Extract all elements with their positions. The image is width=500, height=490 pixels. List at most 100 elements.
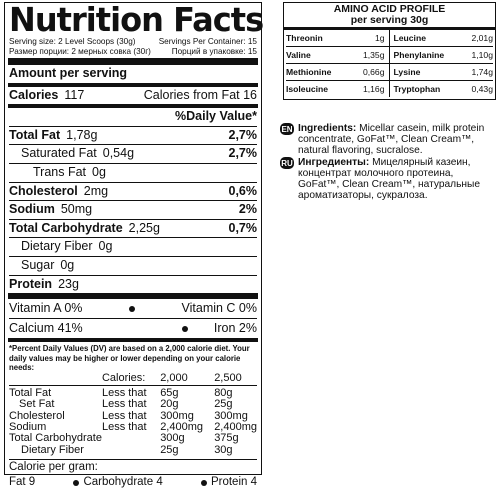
protein-label: Protein	[9, 276, 53, 291]
dv-table-cell: Dietary Fiber	[21, 443, 84, 456]
amino-acid-value: 0,43g	[471, 84, 493, 94]
nutrient-row: Dietary Fiber 0g	[9, 237, 257, 256]
amino-acid-cell: Tryptophan 0,43g	[390, 81, 494, 97]
dv-table-cell: 375g	[214, 432, 239, 445]
nutrient-value: 0g	[60, 257, 75, 272]
nutrient-row: Total Carbohydrate 2,25g 0,7%	[9, 218, 258, 238]
ingredients-en-label: Ingredients:	[298, 123, 357, 134]
dv-table-header: Calories: 2,000 2,500	[9, 373, 257, 386]
vitamin-a: Vitamin A 0%	[9, 301, 83, 316]
dv-table-cell: 300g	[160, 432, 185, 445]
dv-table-cell: Set Fat	[19, 398, 55, 411]
amino-acid-name: Leucine	[393, 33, 426, 43]
table-row: Cholesterol Less that 300mg 300mg	[9, 409, 257, 422]
nutrient-label: Cholesterol	[9, 183, 78, 198]
nutrient-daily-value: 0,7%	[228, 220, 258, 235]
nutrient-label: Saturated Fat	[21, 146, 97, 161]
ingredients-en-text: Micellar casein, milk protein concentrat…	[298, 123, 485, 156]
nutrient-value: 50mg	[60, 202, 93, 217]
protein-per-gram: Protein 4	[210, 476, 257, 489]
bullet-icon	[200, 479, 207, 486]
calories-value: 117	[64, 87, 85, 102]
amino-acid-value: 0,66g	[362, 67, 385, 77]
nutrient-row: Sugar 0g	[9, 255, 257, 275]
calorie-per-gram-items: Fat 9 Carbohydrate 4 Protein 4	[9, 475, 257, 490]
daily-value-footnote: *Percent Daily Values (DV) are based on …	[9, 344, 250, 372]
divider-mid	[8, 82, 258, 87]
nutrient-value: 0,54g	[102, 146, 135, 161]
divider-mid	[8, 338, 258, 343]
dv-table-cell: 25g	[214, 398, 233, 411]
vitamin-row-1: Vitamin A 0% Vitamin C 0%	[9, 299, 257, 318]
amino-acid-name: Valine	[286, 50, 311, 60]
dv-table-cell: 300mg	[160, 409, 194, 422]
nutrient-label: Total Carbohydrate	[9, 220, 123, 235]
serving-info-en: Serving size: 2 Level Scoops (30g) Servi…	[9, 37, 257, 47]
nutrient-label: Dietary Fiber	[21, 239, 93, 254]
dv-table-cell: 20g	[160, 398, 179, 411]
nutrient-value: 2,25g	[128, 220, 160, 235]
nutrient-daily-value: 2,7%	[228, 127, 258, 142]
daily-value-table: Calories: 2,000 2,500 Total Fat Less that 65g…	[9, 373, 257, 456]
amount-per-serving-label: Amount per serving	[9, 66, 128, 80]
dv-table-cell: Total Fat	[9, 386, 52, 399]
nutrient-rows: Total Fat 1,78g 2,7% Saturated Fat 0,54g 2,7%…	[9, 125, 258, 275]
amino-acid-value: 1,10g	[471, 50, 493, 60]
nutrient-label: Total Fat	[9, 127, 61, 142]
amino-acid-name: Tryptophan	[393, 84, 441, 94]
amino-acid-value: 1,16g	[362, 84, 385, 94]
amino-acid-value: 1,74g	[471, 67, 493, 77]
dv-table-cell: 80g	[214, 386, 233, 399]
amino-acid-value: 2,01g	[471, 33, 493, 43]
vitamin-row-2: Calcium 41% Iron 2%	[9, 318, 257, 338]
amino-acid-name: Threonin	[286, 33, 323, 43]
nutrient-daily-value: 2%	[238, 202, 257, 217]
fat-per-gram: Fat 9	[9, 476, 36, 489]
dv-table-cell: 25g	[160, 443, 179, 456]
dv-table-cell: 30g	[214, 443, 233, 456]
amino-acid-name: Phenylanine	[393, 50, 445, 60]
nutrient-value: 0g	[98, 239, 113, 254]
nutrient-row: Cholesterol 2mg 0,6%	[9, 181, 257, 201]
divider-mid	[8, 104, 258, 109]
nutrient-value: 1,78g	[66, 127, 98, 142]
lang-badge-ru: RU	[280, 157, 294, 169]
amount-per-serving: Amount per serving	[9, 65, 257, 83]
servings-ru: Порций в упаковке: 15	[171, 47, 257, 56]
nutrient-row: Saturated Fat 0,54g 2,7%	[9, 144, 257, 163]
nutrient-value: 0g	[92, 164, 106, 179]
dv-table-header-cell: Calories:	[101, 373, 161, 386]
ingredients-ru-label: Ингредиенты:	[298, 157, 370, 168]
nutrient-label: Trans Fat	[33, 164, 87, 179]
table-row: Total Carbohydrate 300g 375g	[9, 432, 257, 445]
ingredients-ru: RU Ингредиенты: Мицелярный казеин, конце…	[280, 157, 496, 201]
dv-table-header-cell: 2,000	[160, 373, 215, 386]
divider-thick	[8, 293, 258, 300]
amino-acid-name: Methionine	[286, 67, 332, 77]
amino-acid-cell: Phenylanine 1,10g	[389, 47, 493, 64]
ingredients-en: EN Ingredients: Micellar casein, milk pr…	[280, 123, 496, 156]
nutrient-row: Total Fat 1,78g 2,7%	[9, 125, 258, 145]
calorie-per-gram: Calorie per gram:	[9, 459, 257, 475]
dv-table-header-cell	[9, 373, 102, 386]
nutrient-value: 2mg	[83, 183, 109, 198]
divider-thick	[8, 58, 258, 65]
protein-row: Protein 23g	[9, 274, 257, 294]
amino-acid-cell: Methionine 0,66g	[286, 64, 390, 81]
dv-table-header-cell: 2,500	[214, 373, 257, 386]
dv-table-cell: Sodium	[9, 420, 47, 433]
dv-table-cell: Less that	[101, 420, 147, 433]
nutrition-facts-title: Nutrition Facts	[9, 0, 264, 39]
amino-acid-name: Isoleucine	[286, 84, 329, 94]
bullet-icon	[128, 305, 135, 312]
amino-acid-cell: Lysine 1,74g	[389, 64, 493, 81]
nutrient-row: Trans Fat 0g	[9, 162, 257, 182]
amino-acid-cell: Threonin 1g	[286, 30, 390, 47]
amino-subtitle: per serving 30g	[350, 14, 429, 26]
serving-size-ru: Размер порции: 2 мерных совка (30г)	[9, 47, 151, 56]
bullet-icon	[181, 325, 188, 332]
dv-table-cell: Total Carbohydrate	[9, 432, 102, 445]
table-row: Set Fat Less that 20g 25g	[9, 398, 257, 411]
table-row: Dietary Fiber 25g 30g	[9, 443, 257, 456]
dv-table-cell	[102, 433, 160, 444]
